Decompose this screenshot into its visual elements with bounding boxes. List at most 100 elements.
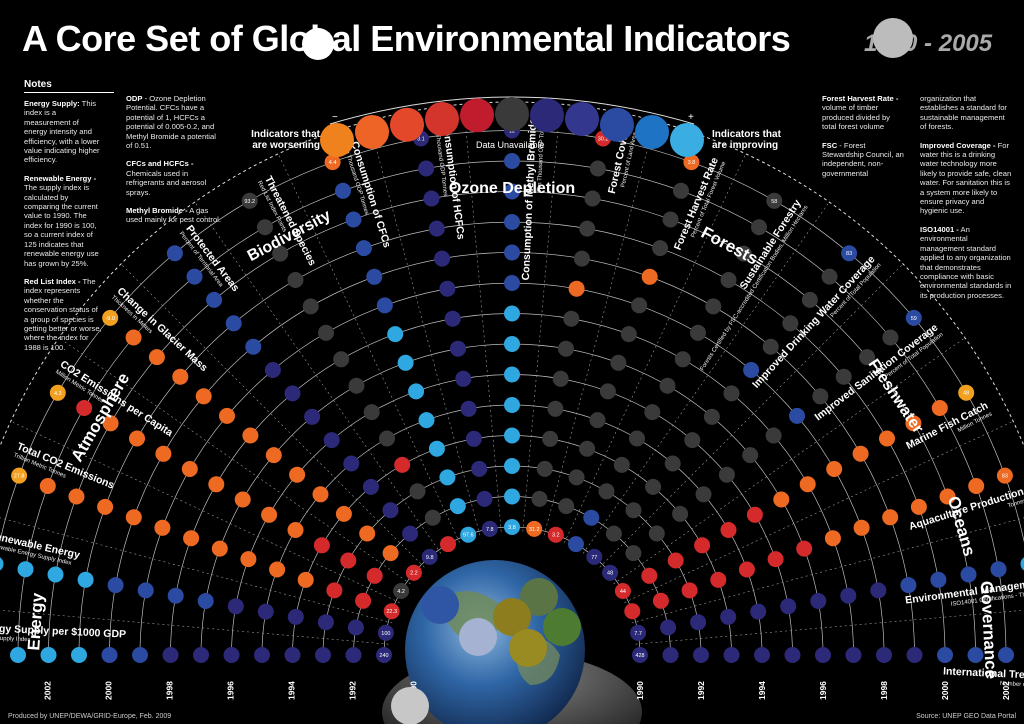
indicator-dot	[48, 567, 64, 583]
value-label-last: 3.8	[508, 525, 516, 531]
indicator-dot	[129, 431, 145, 447]
indicator-dot	[853, 446, 869, 462]
indicator-dot	[355, 593, 371, 609]
indicator-dot	[822, 269, 838, 285]
indicator-dot	[810, 593, 826, 609]
legend-plus-sign: +	[688, 112, 694, 123]
indicator-dot	[599, 483, 615, 499]
indicator-dot	[932, 400, 948, 416]
indicator-dot	[754, 647, 770, 663]
indicator-dot	[590, 412, 606, 428]
value-label-first: 93.2	[244, 199, 255, 205]
indicator-dot	[558, 341, 574, 357]
category-label: Governance	[977, 580, 1001, 679]
indicator-dot	[882, 509, 898, 525]
indicator-dot	[504, 336, 520, 352]
indicator-dot	[961, 567, 977, 583]
indicator-dot	[705, 298, 721, 314]
overlay-circle	[302, 28, 334, 60]
indicator-dot	[298, 572, 314, 588]
overlay-circle	[459, 618, 497, 656]
indicator-dot	[167, 245, 183, 261]
indicator-dot	[477, 491, 493, 507]
indicator-dot	[193, 647, 209, 663]
indicator-dot	[71, 647, 87, 663]
year-tick-right: 1994	[757, 681, 767, 700]
indicator-dot	[644, 404, 660, 420]
legend-swatch	[565, 102, 599, 136]
indicator-dot	[802, 292, 818, 308]
indicator-dot	[614, 457, 630, 473]
indicator-dot	[504, 489, 520, 505]
indicator-dot	[126, 509, 142, 525]
value-label-first: 3.8	[688, 160, 696, 166]
indicator-dot	[504, 306, 520, 322]
value-label-last: 9.8	[426, 555, 434, 561]
indicator-dot	[257, 219, 273, 235]
indicator-label-group: Energy Supply per $1000 GDPEnergy Supply…	[0, 622, 126, 648]
indicator-dot	[720, 609, 736, 625]
indicator-dot	[660, 378, 676, 394]
indicator-dot	[879, 431, 895, 447]
indicator-dot	[930, 572, 946, 588]
indicator-dot	[694, 537, 710, 553]
indicator-dot	[684, 432, 700, 448]
indicator-dot	[303, 298, 319, 314]
indicator-dot	[359, 526, 375, 542]
legend-swatch	[460, 98, 494, 132]
indicator-dot	[710, 572, 726, 588]
indicator-dot	[226, 315, 242, 331]
value-label-last: 22.3	[386, 609, 397, 615]
indicator-dot	[590, 161, 606, 177]
indicator-dot	[766, 428, 782, 444]
indicator-dot	[675, 351, 691, 367]
indicator-dot	[911, 499, 927, 515]
year-tick-right: 2002	[1001, 681, 1011, 700]
indicator-dot	[212, 541, 228, 557]
indicator-dot	[336, 506, 352, 522]
value-label-first: 83	[1002, 474, 1008, 480]
indicator-dot	[542, 431, 558, 447]
indicator-dot	[641, 568, 657, 584]
indicator-dot	[937, 647, 953, 663]
indicator-dot	[968, 478, 984, 494]
indicator-dot	[445, 311, 461, 327]
indicator-dot	[182, 461, 198, 477]
value-label-first: 4.3	[54, 391, 62, 397]
indicator-dot	[780, 598, 796, 614]
indicator-dot	[40, 478, 56, 494]
indicator-dot	[466, 431, 482, 447]
value-label-first: 59	[911, 316, 917, 322]
indicator-dot	[672, 506, 688, 522]
indicator-dot	[343, 456, 359, 472]
indicator-dot	[724, 647, 740, 663]
year-tick-right: 2000	[940, 681, 950, 700]
indicator-dot	[547, 401, 563, 417]
indicator-dot	[610, 355, 626, 371]
indicator-dot	[196, 388, 212, 404]
indicator-dot	[747, 507, 763, 523]
indicator-dot	[324, 432, 340, 448]
indicator-dot	[621, 326, 637, 342]
value-label-first: 58	[771, 199, 777, 205]
value-label-last: 3.2	[552, 533, 560, 539]
indicator-dot	[402, 526, 418, 542]
indicator-dot	[318, 614, 334, 630]
indicator-name: Total CO2 Emissions	[15, 440, 116, 491]
indicator-dot	[377, 297, 393, 313]
legend-swatch	[635, 115, 669, 149]
year-tick-left: 2000	[104, 681, 114, 700]
legend-dots: − +	[320, 97, 704, 157]
legend-swatch	[320, 123, 354, 157]
category-label: Energy	[24, 592, 47, 651]
legend-swatch	[425, 102, 459, 136]
indicator-dot	[304, 409, 320, 425]
indicator-dot	[288, 609, 304, 625]
legend-swatch	[600, 108, 634, 142]
overlay-circle	[509, 629, 547, 667]
indicator-dot	[367, 568, 383, 584]
indicator-dot	[108, 577, 124, 593]
indicator-dot	[574, 251, 590, 267]
